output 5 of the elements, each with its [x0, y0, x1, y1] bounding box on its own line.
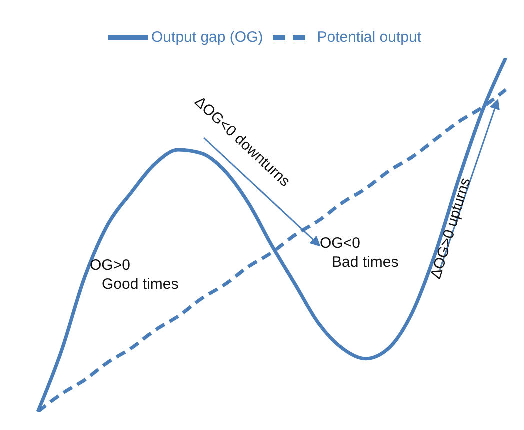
annotation: OG>0 Good times	[90, 257, 179, 293]
annotation: ΔOG>0 upturns	[428, 176, 474, 282]
legend-label: Potential output	[317, 28, 422, 46]
legend-label: Output gap (OG)	[152, 28, 264, 46]
annotation: OG<0 Bad times	[320, 235, 399, 271]
